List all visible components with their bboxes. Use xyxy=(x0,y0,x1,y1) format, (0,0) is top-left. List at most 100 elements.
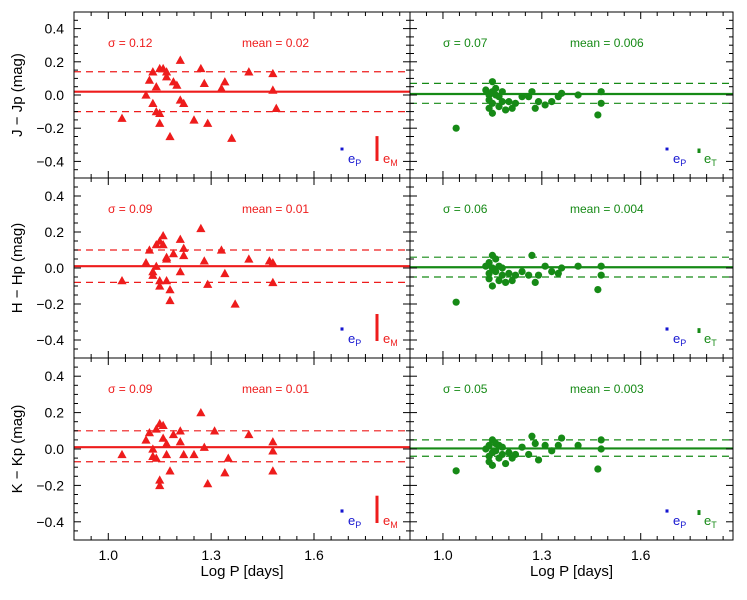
y-tick-label: 0.2 xyxy=(45,405,65,421)
data-point-triangle xyxy=(155,276,165,285)
data-point-triangle xyxy=(144,428,155,437)
data-point-circle xyxy=(554,269,562,277)
data-point-circle xyxy=(597,445,605,453)
data-point-circle xyxy=(501,278,510,286)
data-point-triangle xyxy=(268,446,278,455)
data-point-triangle xyxy=(189,449,199,459)
mean-annotation: mean = 0.003 xyxy=(570,382,644,396)
sigma-annotation: σ = 0.07 xyxy=(443,36,488,50)
data-point-circle xyxy=(554,441,562,449)
data-point-circle xyxy=(525,450,533,459)
data-point-triangle xyxy=(158,231,168,240)
x-tick-label: 1.3 xyxy=(532,547,552,563)
data-point-triangle xyxy=(161,276,172,285)
data-point-triangle xyxy=(155,475,165,484)
data-point-triangle xyxy=(268,466,278,475)
data-point-circle xyxy=(498,450,506,459)
error-label-sub: T xyxy=(711,338,717,348)
data-point-circle xyxy=(531,104,539,112)
y-tick-label: 0.0 xyxy=(45,87,65,103)
error-label-e: e xyxy=(704,513,711,528)
data-point-circle xyxy=(541,262,549,270)
data-point-circle xyxy=(534,456,543,464)
data-point-triangle xyxy=(165,285,175,294)
data-point-triangle xyxy=(165,131,175,141)
mean-annotation: mean = 0.006 xyxy=(570,36,644,50)
data-point-circle xyxy=(594,286,602,294)
data-point-triangle xyxy=(144,245,155,254)
data-point-circle xyxy=(495,277,503,285)
error-label-eP: eP xyxy=(673,513,686,530)
data-point-circle xyxy=(558,89,566,97)
data-point-circle xyxy=(488,461,496,469)
data-point-circle xyxy=(485,259,493,267)
error-label-eM: eM xyxy=(383,331,398,348)
data-point-triangle xyxy=(158,240,168,249)
data-point-triangle xyxy=(168,249,179,258)
data-point-circle xyxy=(528,88,536,96)
data-point-circle xyxy=(501,459,510,468)
mean-annotation: mean = 0.01 xyxy=(242,382,309,396)
data-point-triangle xyxy=(203,279,213,288)
data-point-triangle xyxy=(161,438,172,448)
data-point-triangle xyxy=(196,223,206,233)
data-point-triangle xyxy=(168,429,179,439)
data-point-circle xyxy=(597,271,605,279)
error-label-sub: T xyxy=(711,520,717,530)
error-label-e: e xyxy=(383,513,390,528)
data-point-circle xyxy=(492,447,500,455)
error-label-sub: P xyxy=(680,338,686,348)
x-axis-left: 1.0 1.3 1.6 Log P [days] xyxy=(99,547,324,580)
y-tick-label: 0.4 xyxy=(45,21,65,37)
data-point-triangle xyxy=(155,281,165,290)
data-point-circle xyxy=(505,269,513,277)
sigma-annotation: σ = 0.09 xyxy=(108,382,153,396)
data-point-circle xyxy=(531,439,539,448)
data-point-circle xyxy=(531,278,539,286)
data-point-triangle xyxy=(161,254,172,263)
data-point-triangle xyxy=(268,437,278,446)
data-point-circle xyxy=(548,98,556,106)
error-label-e: e xyxy=(348,513,355,528)
mean-annotation: mean = 0.004 xyxy=(570,202,644,216)
data-point-triangle xyxy=(175,267,185,276)
sigma-annotation: σ = 0.05 xyxy=(443,382,488,396)
data-point-circle xyxy=(511,271,520,279)
error-label-e: e xyxy=(383,151,390,166)
data-point-triangle xyxy=(220,268,230,278)
error-label-eT: eT xyxy=(704,513,717,530)
data-point-circle xyxy=(488,99,496,107)
error-label-eP: eP xyxy=(673,151,686,168)
data-point-triangle xyxy=(199,78,209,88)
x-tick-label: 1.6 xyxy=(631,547,651,563)
data-point-triangle xyxy=(151,82,161,91)
data-point-triangle xyxy=(244,67,254,76)
error-label-e: e xyxy=(704,331,711,346)
sigma-annotation: σ = 0.09 xyxy=(108,202,153,216)
data-point-circle xyxy=(501,106,510,114)
data-point-circle xyxy=(452,124,460,132)
data-point-circle xyxy=(492,268,500,276)
error-label-sub: M xyxy=(390,338,398,348)
data-point-circle xyxy=(528,432,536,440)
x-axis-right: 1.0 1.3 1.6 Log P [days] xyxy=(433,547,650,580)
data-point-circle xyxy=(498,88,506,96)
data-point-triangle xyxy=(227,133,237,142)
error-label-eM: eM xyxy=(383,513,398,530)
data-point-triangle xyxy=(117,113,127,122)
data-point-triangle xyxy=(158,433,168,442)
data-point-triangle xyxy=(244,254,254,263)
sigma-annotation: σ = 0.06 xyxy=(443,202,488,216)
data-point-circle xyxy=(548,447,556,455)
data-point-triangle xyxy=(179,243,189,252)
data-point-triangle xyxy=(158,420,168,430)
data-point-triangle xyxy=(220,77,230,86)
error-label-eT: eT xyxy=(704,331,717,348)
error-label-e: e xyxy=(673,151,680,166)
data-point-triangle xyxy=(203,118,213,127)
data-point-circle xyxy=(508,277,516,285)
y-tick-label: −0.4 xyxy=(36,332,64,348)
